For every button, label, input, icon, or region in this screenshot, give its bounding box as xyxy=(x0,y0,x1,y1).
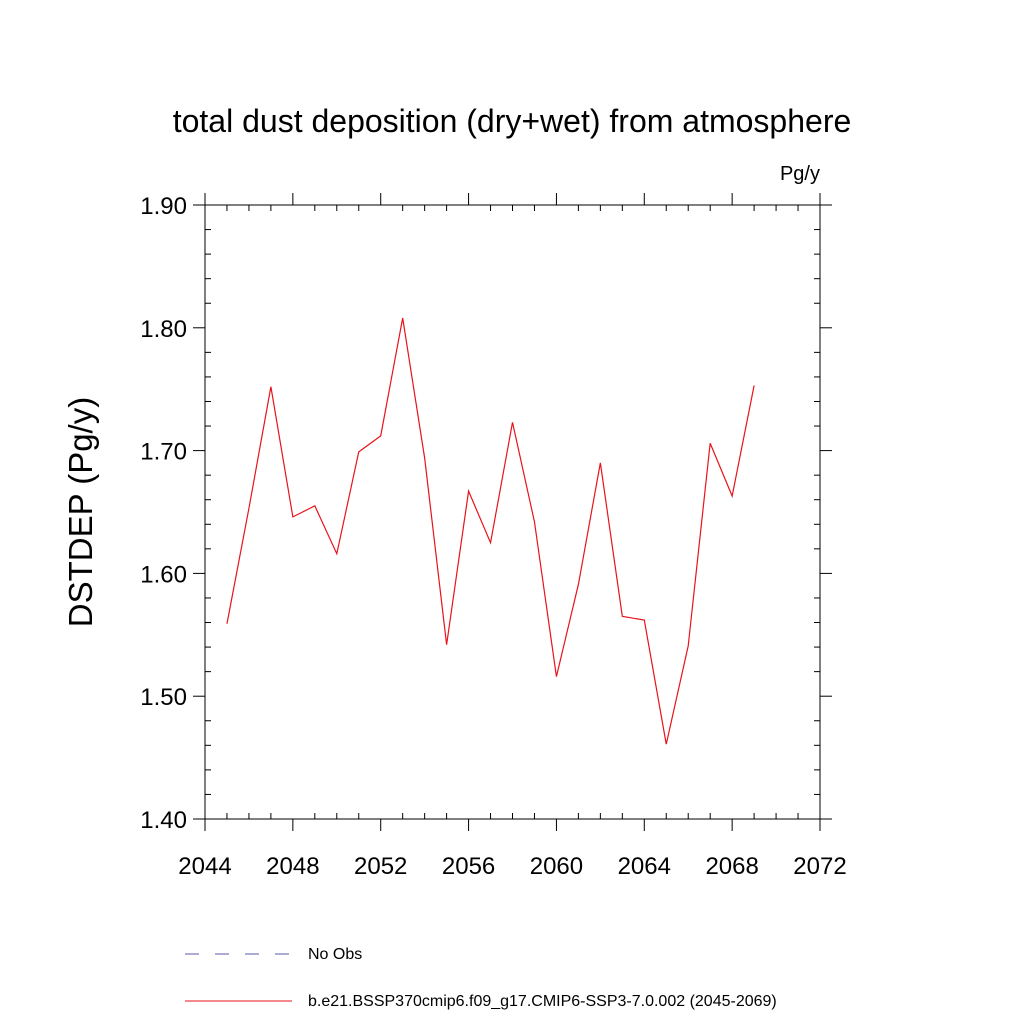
x-tick-label: 2044 xyxy=(178,853,231,880)
x-tick-label: 2072 xyxy=(793,853,846,880)
y-tick-label: 1.60 xyxy=(140,561,187,588)
x-tick-label: 2068 xyxy=(705,853,758,880)
y-tick-label: 1.70 xyxy=(140,439,187,466)
y-tick-label: 1.80 xyxy=(140,316,187,343)
units-label: Pg/y xyxy=(780,163,820,185)
x-tick-label: 2064 xyxy=(618,853,671,880)
y-tick-label: 1.90 xyxy=(140,193,187,220)
x-tick-label: 2060 xyxy=(530,853,583,880)
series-line-1 xyxy=(226,317,755,745)
x-tick-label: 2052 xyxy=(354,853,407,880)
x-tick-label: 2056 xyxy=(442,853,495,880)
plot-series xyxy=(226,317,755,745)
y-tick-label: 1.40 xyxy=(140,807,187,834)
tick-labels: 2044 2048 2052 2056 2060 2064 2068 2072 1.40 1.50… xyxy=(140,193,846,880)
y-axis-label: DSTDEP (Pg/y) xyxy=(62,397,99,627)
legend: No Obs b.e21.BSSP370cmip6.f09_g17.CMIP6-… xyxy=(185,946,777,1010)
legend-label-no-obs: No Obs xyxy=(308,946,362,963)
plot-frame xyxy=(204,204,821,820)
axis-ticks xyxy=(193,193,832,831)
y-tick-label: 1.50 xyxy=(140,684,187,711)
legend-label-model-run: b.e21.BSSP370cmip6.f09_g17.CMIP6-SSP3-7.… xyxy=(308,993,777,1010)
x-tick-label: 2048 xyxy=(266,853,319,880)
chart-title: total dust deposition (dry+wet) from atm… xyxy=(173,103,852,139)
